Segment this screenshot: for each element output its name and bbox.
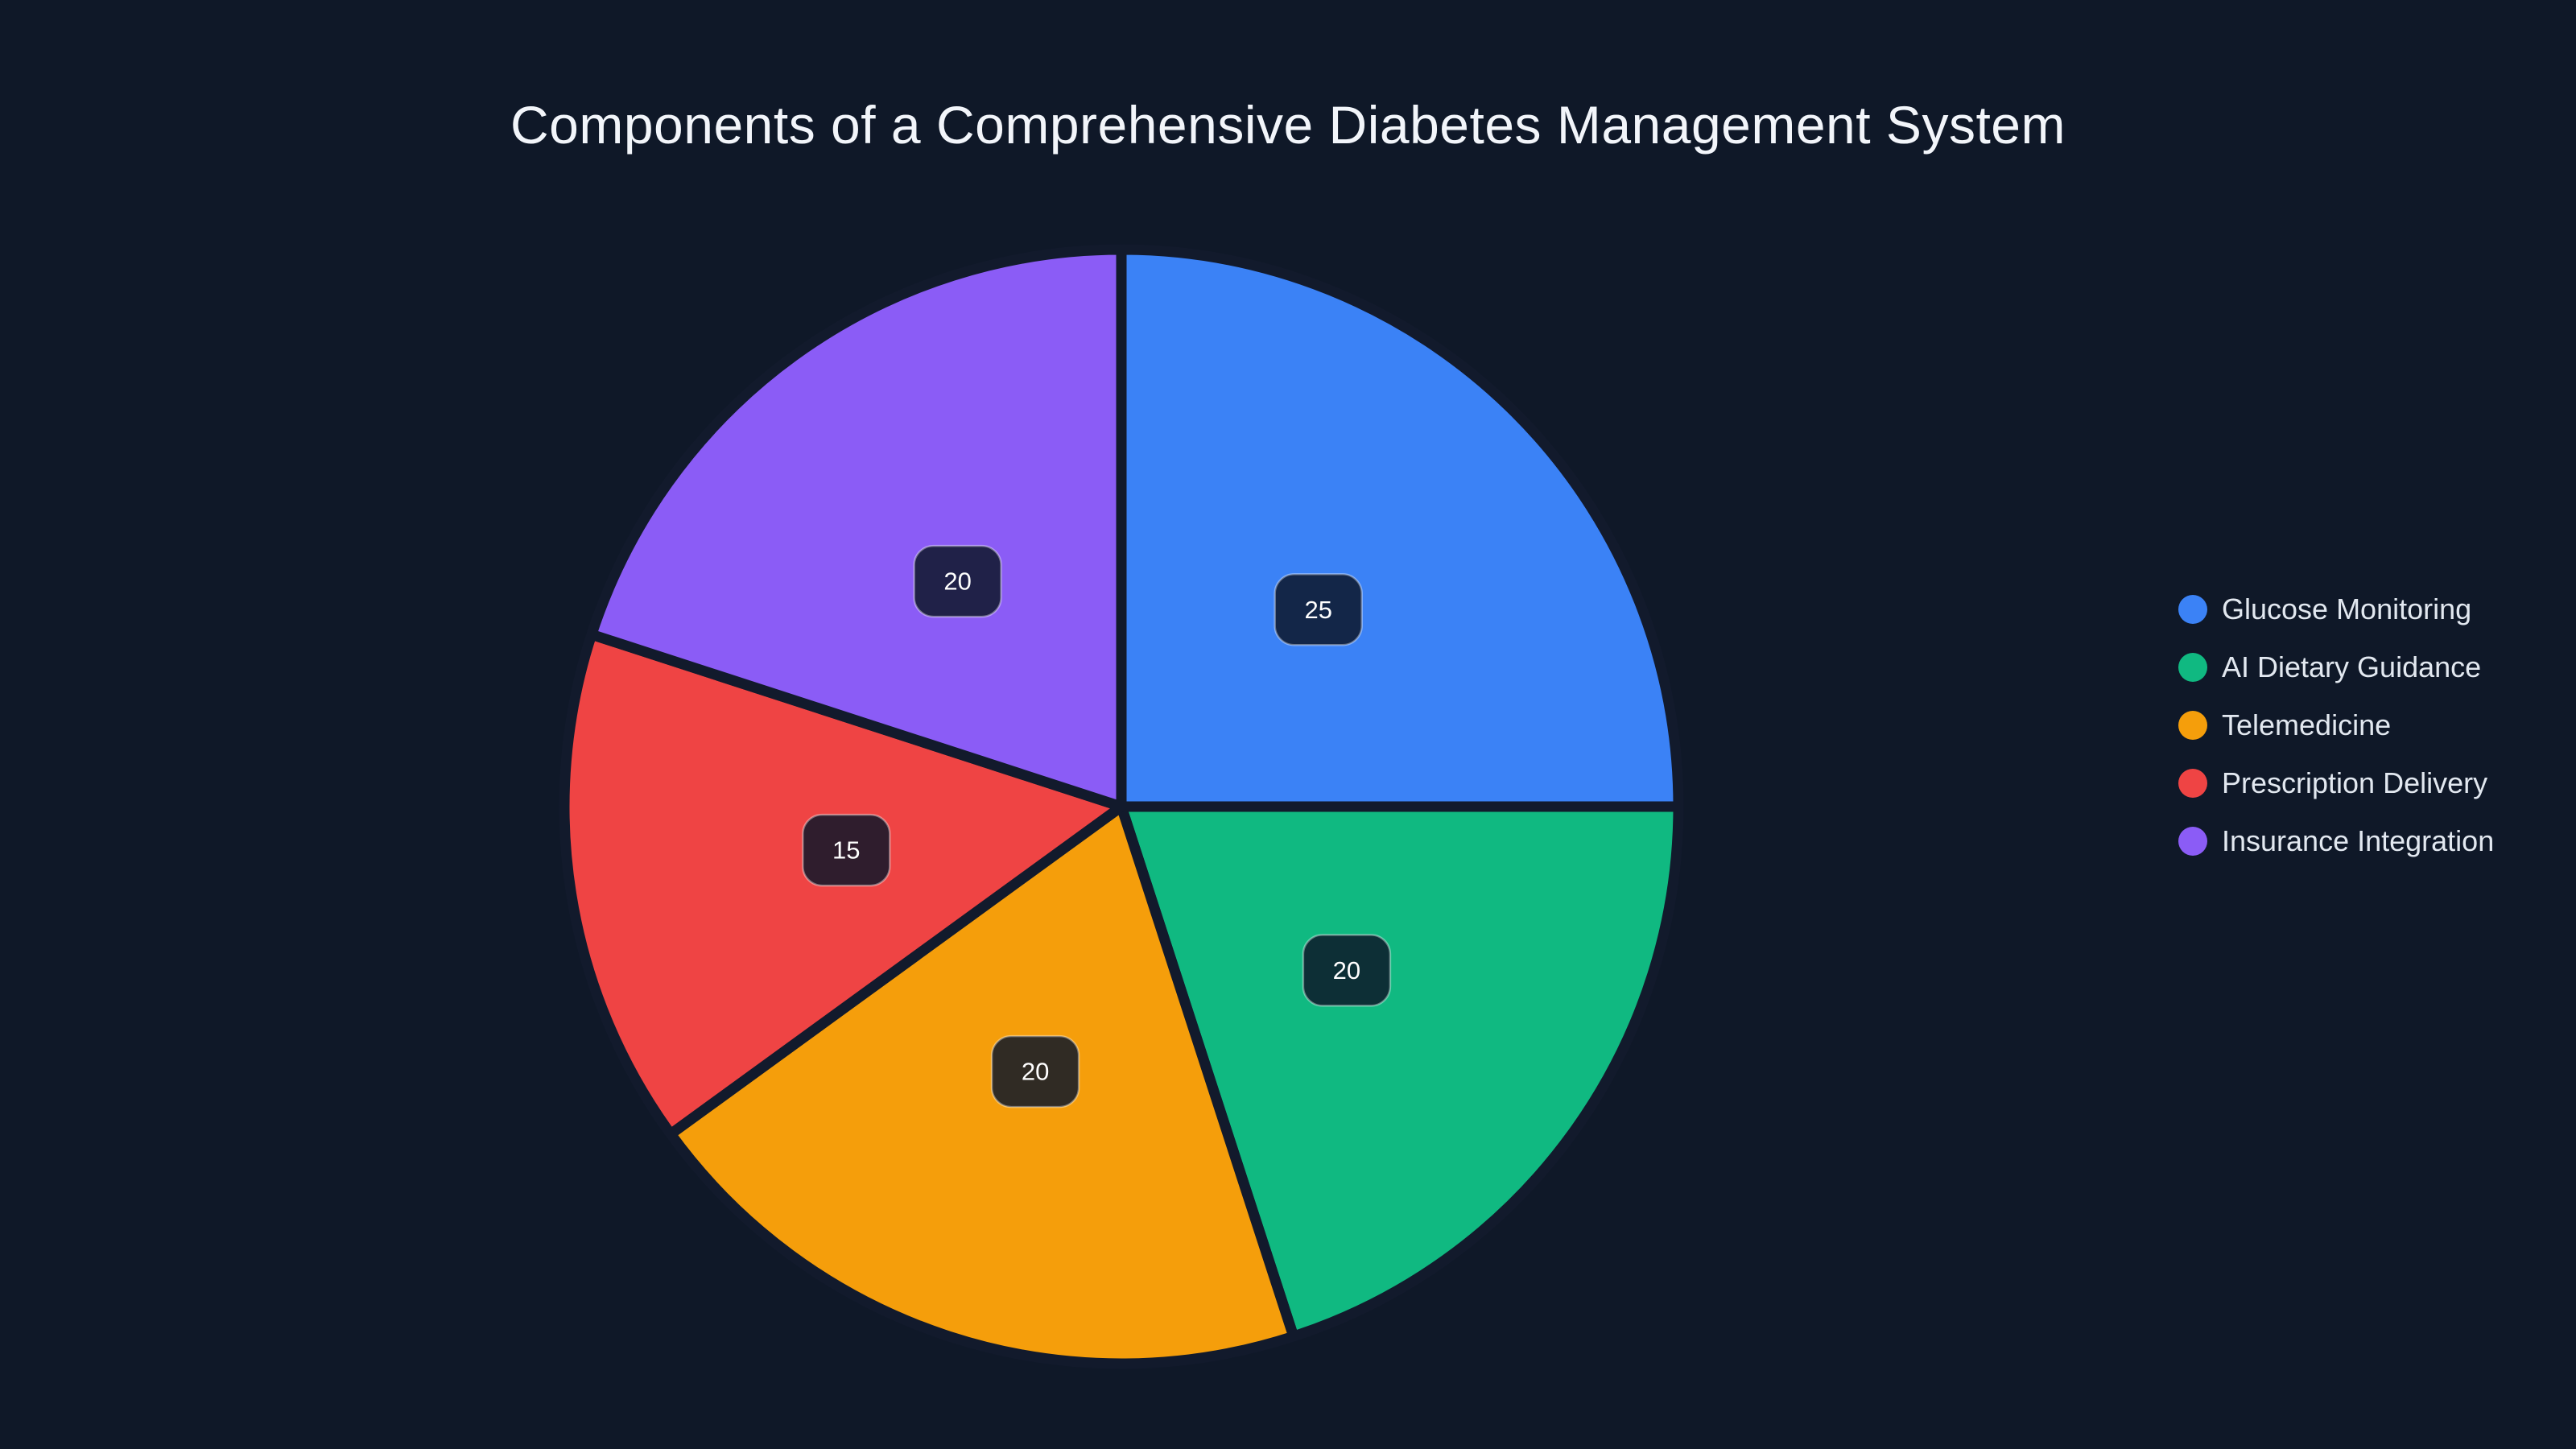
pie-slice-telemedicine[interactable] — [665, 801, 1299, 1369]
legend-label: Prescription Delivery — [2222, 766, 2488, 799]
slice-value-badge-bg — [802, 813, 891, 887]
slice-value-label: 25 — [1304, 596, 1331, 624]
slice-value-badge: 20 — [1302, 934, 1392, 1007]
legend-label: AI Dietary Guidance — [2222, 650, 2482, 683]
legend-item-telemedicine[interactable]: Telemedicine — [2178, 696, 2494, 754]
legend-swatch-icon — [2178, 769, 2207, 798]
legend-item-ai-dietary-guidance[interactable]: AI Dietary Guidance — [2178, 638, 2494, 696]
legend-item-prescription-delivery[interactable]: Prescription Delivery — [2178, 754, 2494, 812]
slice-value-label: 15 — [832, 836, 860, 865]
pie-slice-insurance-integration[interactable] — [586, 244, 1127, 812]
pie-slice-ai-dietary-guidance[interactable] — [1116, 801, 1684, 1342]
pie-slice-glucose-monitoring[interactable] — [1116, 244, 1684, 812]
legend-swatch-icon — [2178, 653, 2207, 682]
slice-value-badge: 20 — [990, 1034, 1080, 1108]
legend-label: Insurance Integration — [2222, 824, 2495, 857]
slice-value-label: 20 — [1333, 956, 1360, 985]
slice-value-label: 20 — [1022, 1058, 1049, 1086]
legend-swatch-icon — [2178, 595, 2207, 624]
slice-value-badge-bg — [913, 544, 1002, 618]
slice-value-badge-bg — [990, 1034, 1080, 1108]
slice-value-badge: 25 — [1274, 573, 1363, 646]
chart-title: Components of a Comprehensive Diabetes M… — [510, 95, 2066, 155]
legend-item-glucose-monitoring[interactable]: Glucose Monitoring — [2178, 580, 2494, 638]
legend-swatch-icon — [2178, 827, 2207, 856]
legend-item-insurance-integration[interactable]: Insurance Integration — [2178, 812, 2494, 870]
legend-label: Glucose Monitoring — [2222, 592, 2472, 625]
slice-value-badge: 15 — [802, 813, 891, 887]
legend: Glucose Monitoring AI Dietary Guidance Tel… — [2178, 580, 2494, 870]
slice-value-badge: 20 — [913, 544, 1002, 618]
slice-value-badge-bg — [1274, 573, 1363, 646]
legend-swatch-icon — [2178, 711, 2207, 740]
legend-label: Telemedicine — [2222, 708, 2392, 741]
slice-value-badge-bg — [1302, 934, 1392, 1007]
slice-value-label: 20 — [943, 568, 971, 596]
